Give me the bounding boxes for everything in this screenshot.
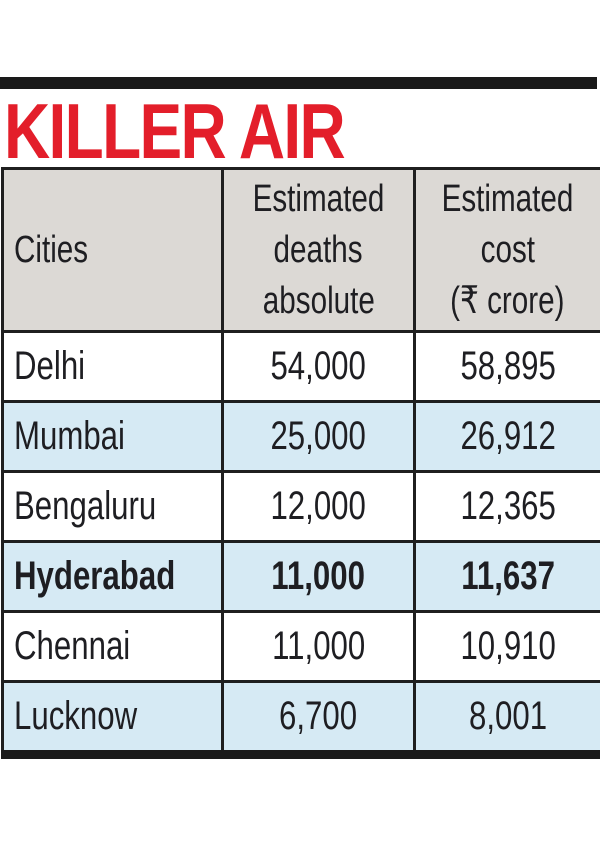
header-cost: Estimated cost (₹ crore) [413,167,600,333]
cost-cell: 11,637 [413,540,600,613]
deaths-cell: 54,000 [221,330,416,403]
deaths-cell: 12,000 [221,470,416,543]
table-row: Hyderabad 11,000 11,637 [1,540,600,613]
cost-cell-text: 10,910 [460,624,556,668]
city-cell-text: Bengaluru [14,484,157,528]
city-cell: Mumbai [1,400,224,473]
table-row: Mumbai 25,000 26,912 [1,400,600,473]
table-row: Lucknow 6,700 8,001 [1,680,600,759]
top-rule [0,77,597,89]
cost-cell: 8,001 [413,680,600,759]
cost-cell-text: 58,895 [460,344,556,388]
city-cell-text: Mumbai [14,414,125,458]
city-cell: Delhi [1,330,224,403]
city-cell: Bengaluru [1,470,224,543]
table-row: Delhi 54,000 58,895 [1,330,600,403]
city-cell: Lucknow [1,680,224,759]
cost-cell: 12,365 [413,470,600,543]
cost-cell-text: 8,001 [468,694,547,738]
deaths-cell-text: 11,000 [271,554,366,598]
table-row: Bengaluru 12,000 12,365 [1,470,600,543]
deaths-cell: 6,700 [221,680,416,759]
cost-cell-text: 26,912 [460,414,556,458]
cost-cell: 58,895 [413,330,600,403]
table-row: Chennai 11,000 10,910 [1,610,600,683]
data-table: Cities Estimated deaths absolute Estimat… [1,167,600,759]
deaths-cell: 11,000 [221,540,416,613]
deaths-cell-text: 12,000 [270,484,367,528]
deaths-cell: 25,000 [221,400,416,473]
cost-cell: 10,910 [413,610,600,683]
page-title: KILLER AIR [4,87,346,175]
deaths-cell-text: 6,700 [279,694,358,738]
city-cell-text: Delhi [14,344,86,388]
cost-cell-text: 11,637 [460,554,555,598]
cost-cell-text: 12,365 [460,484,556,528]
deaths-cell-text: 54,000 [270,344,367,388]
deaths-cell: 11,000 [221,610,416,683]
city-cell: Hyderabad [1,540,224,613]
city-cell-text: Chennai [14,624,131,668]
deaths-cell-text: 25,000 [270,414,367,458]
cost-cell: 26,912 [413,400,600,473]
deaths-cell-text: 11,000 [271,624,366,668]
city-cell: Chennai [1,610,224,683]
header-row: Cities Estimated deaths absolute Estimat… [1,167,600,333]
header-deaths: Estimated deaths absolute [221,167,416,333]
city-cell-text: Lucknow [14,694,138,738]
city-cell-text: Hyderabad [14,554,176,598]
header-cities: Cities [1,167,224,333]
